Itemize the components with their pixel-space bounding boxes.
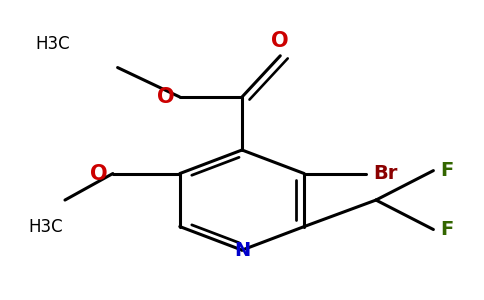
Text: N: N <box>234 241 250 260</box>
Text: O: O <box>157 87 175 107</box>
Text: F: F <box>440 161 454 180</box>
Text: Br: Br <box>374 164 398 183</box>
Text: H3C: H3C <box>35 35 70 53</box>
Text: O: O <box>272 32 289 51</box>
Text: O: O <box>91 164 108 184</box>
Text: F: F <box>440 220 454 239</box>
Text: H3C: H3C <box>29 218 63 236</box>
